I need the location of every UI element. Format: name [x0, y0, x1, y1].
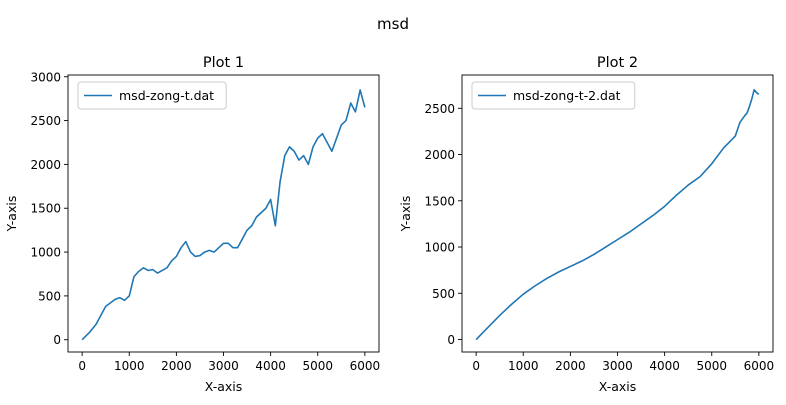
plot-2: Plot 2 0 1000 2000 3000 4000 5000 6000 0 500 1000 1…	[398, 55, 774, 394]
plot-title: Plot 2	[597, 55, 638, 71]
x-tick-label: 5000	[696, 359, 727, 373]
y-tick-label: 1500	[30, 202, 61, 216]
x-tick-label: 0	[78, 359, 86, 373]
x-tick-label: 6000	[350, 359, 381, 373]
x-tick-label: 2000	[555, 359, 586, 373]
plot-1: Plot 1 0 1000 2000 3000 4000 5000 6000 0 500 1000 1…	[4, 55, 380, 394]
x-tick-label: 5000	[302, 359, 333, 373]
legend-label: msd-zong-t.dat	[119, 88, 214, 103]
y-tick-label: 2500	[424, 102, 455, 116]
x-tick-label: 6000	[744, 359, 775, 373]
x-tick-label: 1000	[508, 359, 539, 373]
plots: Plot 10 1000 2000 3000 4000 5000 6000050010001…	[4, 55, 774, 394]
x-tick-label: 4000	[649, 359, 680, 373]
y-tick-label: 500	[38, 289, 61, 303]
x-tick-label: 3000	[602, 359, 633, 373]
x-tick-label: 0	[472, 359, 480, 373]
y-tick-label: 0	[53, 333, 61, 347]
x-axis-label: X-axis	[599, 379, 637, 394]
x-tick-label: 2000	[161, 359, 192, 373]
y-tick-label: 3000	[30, 70, 61, 84]
legend: msd-zong-t.dat	[77, 81, 227, 110]
legend-label: msd-zong-t-2.dat	[513, 88, 621, 103]
y-tick-label: 1000	[424, 241, 455, 255]
y-axis-label: Y-axis	[4, 196, 19, 233]
x-tick-label: 4000	[255, 359, 286, 373]
plot-title: Plot 1	[203, 55, 244, 71]
y-tick-label: 1000	[30, 246, 61, 260]
y-tick-label: 2500	[30, 114, 61, 128]
figure-title: msd	[377, 15, 409, 33]
y-tick-label: 1500	[424, 194, 455, 208]
series-line-1	[475, 89, 760, 341]
y-tick-label: 0	[447, 333, 455, 347]
y-tick-label: 500	[432, 287, 455, 301]
y-tick-label: 2000	[30, 158, 61, 172]
y-tick-label: 2000	[424, 148, 455, 162]
y-axis-label: Y-axis	[398, 196, 413, 233]
legend-box	[77, 81, 227, 110]
x-axis-label: X-axis	[205, 379, 243, 394]
legend: msd-zong-t-2.dat	[471, 81, 636, 110]
x-tick-label: 3000	[208, 359, 239, 373]
series-line-1	[81, 89, 366, 341]
legend-box	[471, 81, 636, 110]
x-tick-label: 1000	[114, 359, 145, 373]
